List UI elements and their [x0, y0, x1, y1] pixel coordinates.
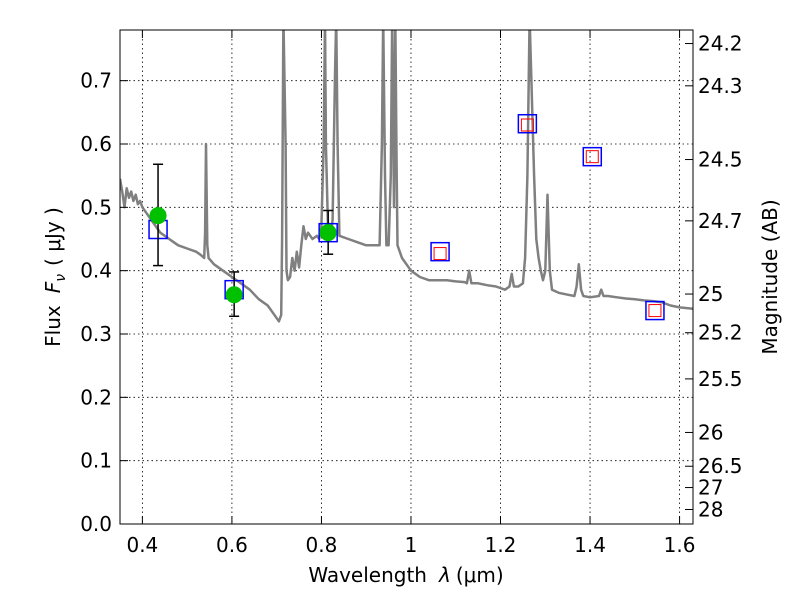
spectrum-layer	[120, 30, 693, 323]
y2-tick-label: 26	[698, 420, 723, 444]
model-photometry-marker	[582, 146, 603, 167]
x-tick-label: 1.4	[574, 533, 606, 557]
ticks-layer: 0.4 0.6 0.8 1 1.2 1.4 1.6 0.0 0.1 0.2 0.3 0.4 0.5 0.6…	[80, 30, 743, 557]
model-spectrum-line	[120, 30, 693, 323]
model-photometry-marker	[645, 300, 665, 321]
y-tick-label: 0.0	[80, 512, 112, 536]
y-tick-label: 0.5	[80, 195, 112, 219]
upper-limit-marker	[585, 150, 599, 164]
x-tick-label: 0.4	[126, 533, 158, 557]
y-tick-label: 0.4	[80, 259, 112, 283]
upper-limit-marker	[648, 304, 662, 318]
y2-tick-label: 27	[698, 476, 723, 500]
x-tick-label: 1.6	[664, 533, 696, 557]
detection-marker	[149, 207, 167, 225]
y2-tick-label: 28	[698, 497, 723, 521]
y2-tick-label: 25.5	[698, 367, 743, 391]
upper-limit-marker	[520, 118, 534, 132]
plot-frame	[119, 29, 694, 525]
y-tick-label: 0.3	[80, 322, 112, 346]
y2-tick-label: 24.7	[698, 209, 743, 233]
y2-tick-label: 24.3	[698, 74, 743, 98]
y2-tick-label: 26.5	[698, 454, 743, 478]
model-photometry-marker	[517, 113, 538, 134]
x-tick-label: 0.8	[306, 533, 338, 557]
detection-marker	[225, 286, 243, 304]
y2-tick-label: 25.2	[698, 321, 743, 345]
y2-tick-label: 24.2	[698, 32, 743, 56]
model-photometry-marker	[430, 241, 450, 262]
y-tick-label: 0.7	[80, 69, 112, 93]
x-tick-label: 1.2	[485, 533, 517, 557]
x-tick-label: 1	[405, 533, 418, 557]
y-axis-label: FluxFν( μJy )	[41, 207, 69, 347]
y-tick-label: 0.1	[80, 449, 112, 473]
y-tick-label: 0.2	[80, 385, 112, 409]
x-axis-label: Wavelength λ (μm)	[308, 563, 503, 587]
x-tick-label: 0.6	[216, 533, 248, 557]
marker-layer	[148, 113, 665, 321]
y2-tick-label: 24.5	[698, 148, 743, 172]
y-tick-label: 0.6	[80, 132, 112, 156]
y2-tick-label: 25	[698, 282, 723, 306]
y2-axis-label: Magnitude (AB)	[758, 199, 782, 354]
detection-marker	[319, 224, 337, 242]
upper-limit-marker	[433, 247, 447, 261]
